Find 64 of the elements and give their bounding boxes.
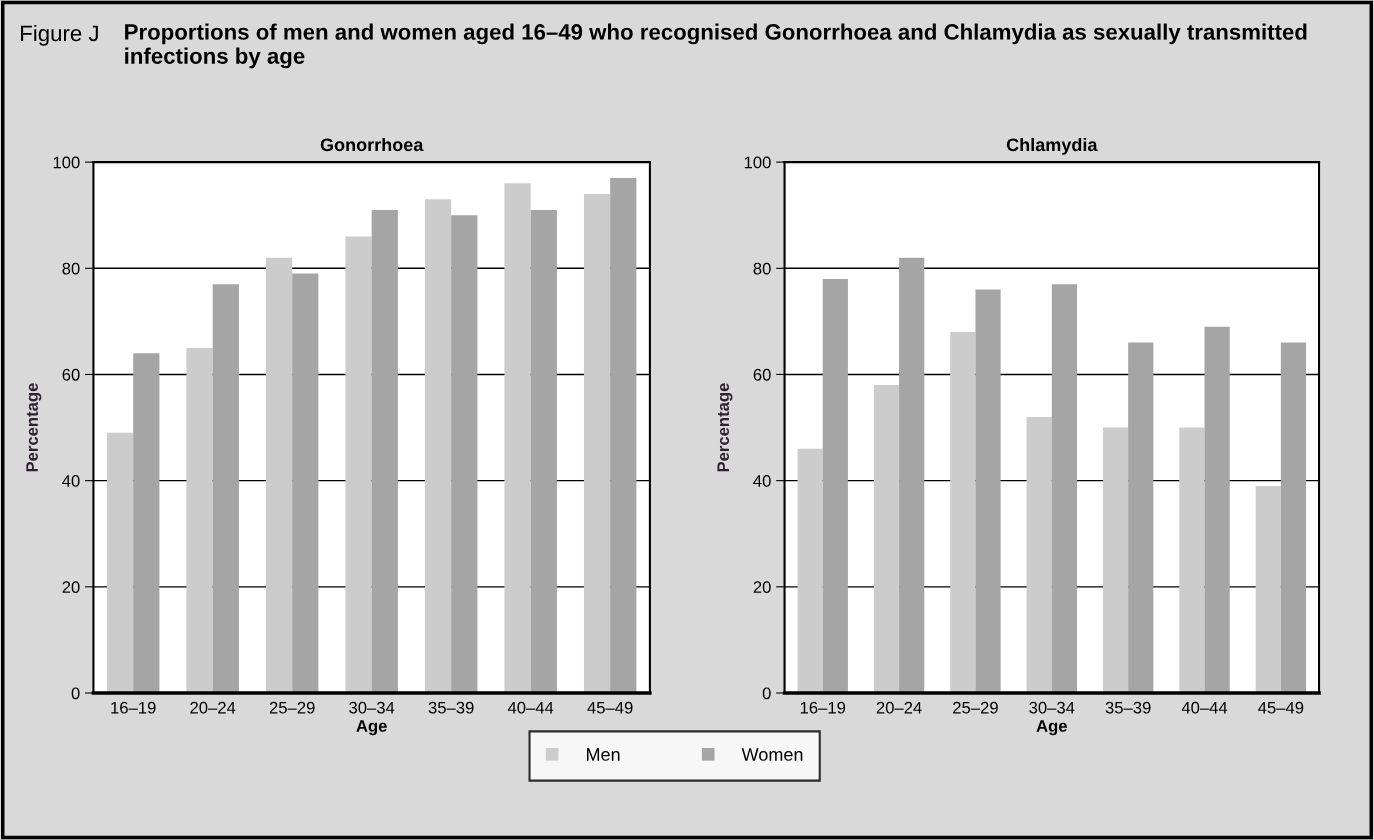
bar [1026,416,1052,693]
bar [186,347,213,693]
x-tick-label: 35–39 [1105,701,1151,714]
bar [1051,284,1077,693]
y-tick-label: 60 [62,368,80,381]
x-tick-label: 25–29 [269,701,315,714]
x-tick-label: 16–19 [800,701,846,714]
y-tick-label: 80 [753,262,771,275]
bar [1255,485,1281,693]
chart-title: Chlamydia [1006,137,1098,155]
y-tick-label: 40 [62,475,80,487]
bar [530,209,557,693]
bar [899,257,925,693]
x-tick-label: 30–34 [349,701,395,714]
bar [1280,342,1307,693]
x-axis-title: Age [356,720,387,736]
x-tick-label: 30–34 [1029,701,1075,714]
chart-title: Gonorrhoea [320,137,424,152]
legend-label: Men [586,748,620,761]
text: Proportions of men and women aged 16–49 who recognised Gonorrhoea and Chlamydia as sexually transmitted infections by age [125,23,1307,69]
x-tick-label: 35–39 [428,701,474,714]
x-tick-label: 25–29 [953,701,998,714]
bar [106,432,134,693]
bar [424,199,452,693]
y-tick-label: 100 [53,156,80,169]
y-tick-label: 20 [62,581,80,594]
bar [451,215,478,693]
x-tick-label: 20–24 [876,701,922,714]
bar [975,289,1001,693]
bar [610,178,637,693]
bar [212,284,239,693]
text: Figure J [21,24,98,46]
bar [292,273,319,693]
legend-label: Women [741,748,803,761]
bar [873,385,900,693]
y-axis-title: Percentage [26,383,42,472]
bar [797,448,823,693]
y-tick-label: 0 [71,687,80,700]
y-tick-label: 100 [744,156,771,169]
x-tick-label: 45–49 [1258,701,1304,714]
x-axis-title: Age [1036,720,1067,736]
y-tick-label: 0 [762,687,771,700]
bar [1179,427,1205,693]
bar [345,236,372,693]
bar [1204,326,1230,693]
y-tick-label: 80 [62,262,80,275]
bar [822,278,848,693]
bar [371,209,398,693]
bar [950,332,976,693]
y-axis-title: Percentage [717,383,733,472]
y-tick-label: 60 [753,368,771,381]
x-tick-label: 40–44 [1181,701,1228,714]
y-tick-label: 20 [753,581,771,594]
x-tick-label: 16–19 [111,701,156,714]
bar [265,257,293,693]
x-tick-label: 45–49 [587,701,633,714]
bar [583,193,611,693]
bar [504,183,531,693]
bar [133,353,160,693]
y-tick-label: 40 [753,475,771,487]
x-tick-label: 20–24 [190,701,236,714]
x-tick-label: 40–44 [507,701,554,714]
bar [1128,342,1154,693]
bar [1102,427,1129,693]
